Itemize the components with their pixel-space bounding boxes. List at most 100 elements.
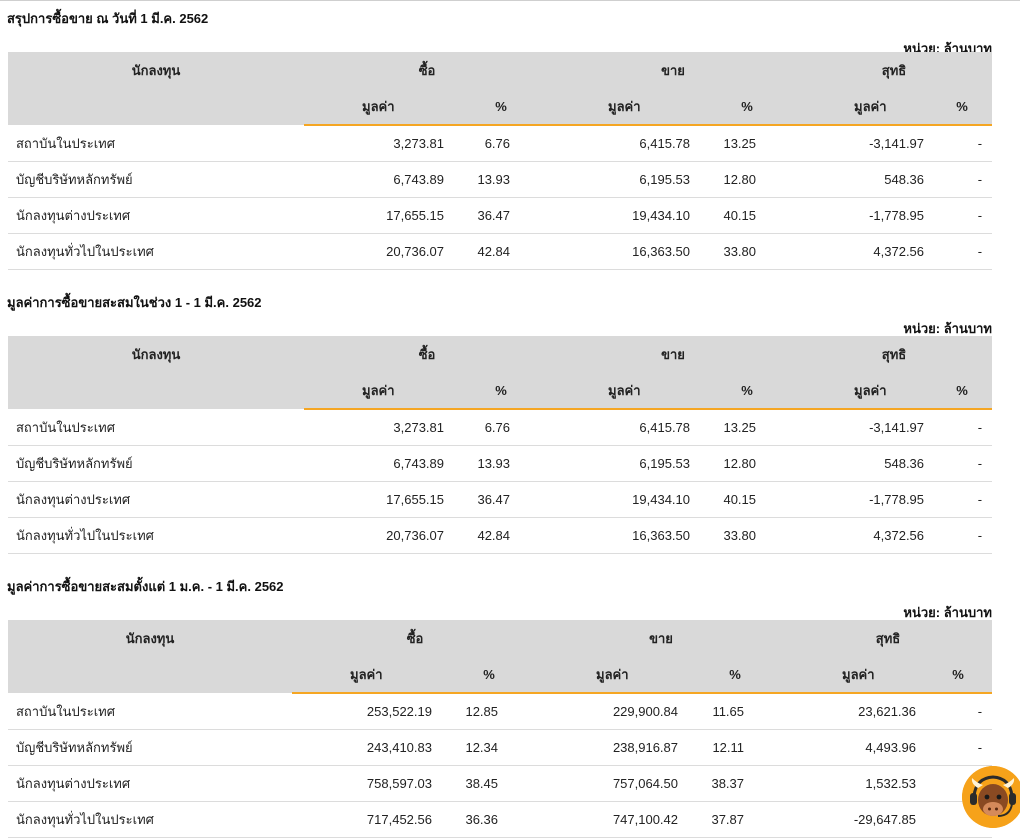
bull-mascot-headset-icon — [962, 766, 1020, 828]
header-buy: ซื้อ — [292, 620, 539, 656]
row-investor: นักลงทุนทั่วไปในประเทศ — [8, 517, 304, 554]
table-row: นักลงทุนต่างประเทศ 758,597.03 38.45 757,… — [8, 765, 993, 802]
row-net-value: 548.36 — [796, 445, 933, 482]
section-title: สรุปการซื้อขาย ณ วันที่ 1 มี.ค. 2562 — [7, 11, 209, 26]
header-net-value: มูลค่า — [796, 88, 933, 126]
table-row: นักลงทุนทั่วไปในประเทศ 20,736.07 42.84 1… — [8, 517, 993, 554]
row-sell-percent: 13.25 — [698, 409, 797, 446]
row-buy-value: 20,736.07 — [304, 517, 452, 554]
row-sell-percent: 37.87 — [686, 801, 785, 838]
row-sell-percent: 12.80 — [698, 445, 797, 482]
row-investor: บัญชีบริษัทหลักทรัพย์ — [8, 161, 304, 198]
row-buy-percent: 13.93 — [452, 445, 551, 482]
row-buy-value: 6,743.89 — [304, 161, 452, 198]
table-row: สถาบันในประเทศ 253,522.19 12.85 229,900.… — [8, 693, 993, 730]
row-net-value: 4,372.56 — [796, 233, 933, 270]
row-investor: นักลงทุนทั่วไปในประเทศ — [8, 233, 304, 270]
row-buy-value: 758,597.03 — [292, 765, 440, 802]
header-sell-percent: % — [698, 88, 797, 126]
row-net-value: 1,532.53 — [784, 765, 925, 802]
header-net: สุทธิ — [796, 336, 993, 372]
table-row: นักลงทุนทั่วไปในประเทศ 717,452.56 36.36 … — [8, 801, 993, 838]
row-sell-value: 6,415.78 — [550, 125, 699, 162]
row-investor: นักลงทุนต่างประเทศ — [8, 765, 292, 802]
row-buy-value: 20,736.07 — [304, 233, 452, 270]
row-investor: สถาบันในประเทศ — [8, 409, 304, 446]
header-sell-percent: % — [698, 372, 797, 410]
header-investor: นักลงทุน — [8, 52, 304, 88]
row-net-value: -1,778.95 — [796, 197, 933, 234]
header-buy-value: มูลค่า — [304, 88, 452, 126]
row-investor: สถาบันในประเทศ — [8, 125, 304, 162]
header-investor: นักลงทุน — [8, 620, 292, 656]
header-blank — [8, 88, 304, 125]
table-row: บัญชีบริษัทหลักทรัพย์ 6,743.89 13.93 6,1… — [8, 445, 993, 482]
row-net-value: -1,778.95 — [796, 481, 933, 518]
row-buy-value: 6,743.89 — [304, 445, 452, 482]
header-net-value: มูลค่า — [796, 372, 933, 410]
header-buy-percent: % — [452, 88, 551, 126]
row-buy-percent: 6.76 — [452, 409, 551, 446]
row-buy-value: 243,410.83 — [292, 729, 440, 766]
header-buy: ซื้อ — [304, 336, 551, 372]
header-blank — [8, 656, 292, 693]
header-net-value: มูลค่า — [784, 656, 925, 694]
trading-summary-table: นักลงทุน ซื้อ ขาย สุทธิ มูลค่า % มูลค่า … — [8, 52, 993, 270]
trading-summary-table: นักลงทุน ซื้อ ขาย สุทธิ มูลค่า % มูลค่า … — [8, 620, 993, 838]
table-row: บัญชีบริษัทหลักทรัพย์ 6,743.89 13.93 6,1… — [8, 161, 993, 198]
row-buy-value: 17,655.15 — [304, 197, 452, 234]
row-net-percent: - — [924, 729, 993, 766]
row-investor: สถาบันในประเทศ — [8, 693, 292, 730]
row-buy-percent: 36.47 — [452, 197, 551, 234]
row-buy-value: 3,273.81 — [304, 409, 452, 446]
row-sell-value: 229,900.84 — [538, 693, 687, 730]
row-net-value: 4,493.96 — [784, 729, 925, 766]
row-sell-value: 6,195.53 — [550, 161, 699, 198]
header-blank — [8, 372, 304, 409]
row-net-percent: - — [932, 125, 993, 162]
table-row: นักลงทุนต่างประเทศ 17,655.15 36.47 19,43… — [8, 197, 993, 234]
row-buy-percent: 38.45 — [440, 765, 539, 802]
row-net-percent: - — [932, 481, 993, 518]
header-investor: นักลงทุน — [8, 336, 304, 372]
row-sell-value: 747,100.42 — [538, 801, 687, 838]
row-sell-value: 6,415.78 — [550, 409, 699, 446]
table-row: นักลงทุนทั่วไปในประเทศ 20,736.07 42.84 1… — [8, 233, 993, 270]
row-sell-percent: 12.80 — [698, 161, 797, 198]
header-buy-percent: % — [452, 372, 551, 410]
table-row: บัญชีบริษัทหลักทรัพย์ 243,410.83 12.34 2… — [8, 729, 993, 766]
header-net-percent: % — [924, 656, 993, 694]
row-buy-value: 17,655.15 — [304, 481, 452, 518]
header-net-percent: % — [932, 372, 993, 410]
row-sell-value: 238,916.87 — [538, 729, 687, 766]
row-investor: บัญชีบริษัทหลักทรัพย์ — [8, 729, 292, 766]
section-title: มูลค่าการซื้อขายสะสมตั้งแต่ 1 ม.ค. - 1 ม… — [7, 579, 284, 594]
row-sell-value: 6,195.53 — [550, 445, 699, 482]
row-net-percent: - — [932, 445, 993, 482]
row-net-value: -3,141.97 — [796, 125, 933, 162]
row-net-value: -29,647.85 — [784, 801, 925, 838]
header-sell: ขาย — [538, 620, 785, 656]
row-sell-percent: 12.11 — [686, 729, 785, 766]
header-sell: ขาย — [550, 52, 797, 88]
row-buy-percent: 6.76 — [452, 125, 551, 162]
row-net-value: 4,372.56 — [796, 517, 933, 554]
header-net: สุทธิ — [784, 620, 993, 656]
row-investor: บัญชีบริษัทหลักทรัพย์ — [8, 445, 304, 482]
row-investor: นักลงทุนต่างประเทศ — [8, 197, 304, 234]
row-investor: นักลงทุนต่างประเทศ — [8, 481, 304, 518]
row-net-percent: - — [932, 233, 993, 270]
unit-label: หน่วย: ล้านบาท — [903, 605, 992, 620]
row-sell-percent: 13.25 — [698, 125, 797, 162]
row-sell-value: 757,064.50 — [538, 765, 687, 802]
chat-widget-button[interactable] — [962, 766, 1020, 828]
row-net-percent: - — [932, 517, 993, 554]
row-buy-percent: 36.36 — [440, 801, 539, 838]
row-sell-value: 19,434.10 — [550, 481, 699, 518]
header-sell-value: มูลค่า — [550, 88, 699, 126]
header-buy-value: มูลค่า — [292, 656, 440, 694]
row-net-value: -3,141.97 — [796, 409, 933, 446]
row-net-percent: - — [932, 409, 993, 446]
row-buy-percent: 13.93 — [452, 161, 551, 198]
header-sell-percent: % — [686, 656, 785, 694]
